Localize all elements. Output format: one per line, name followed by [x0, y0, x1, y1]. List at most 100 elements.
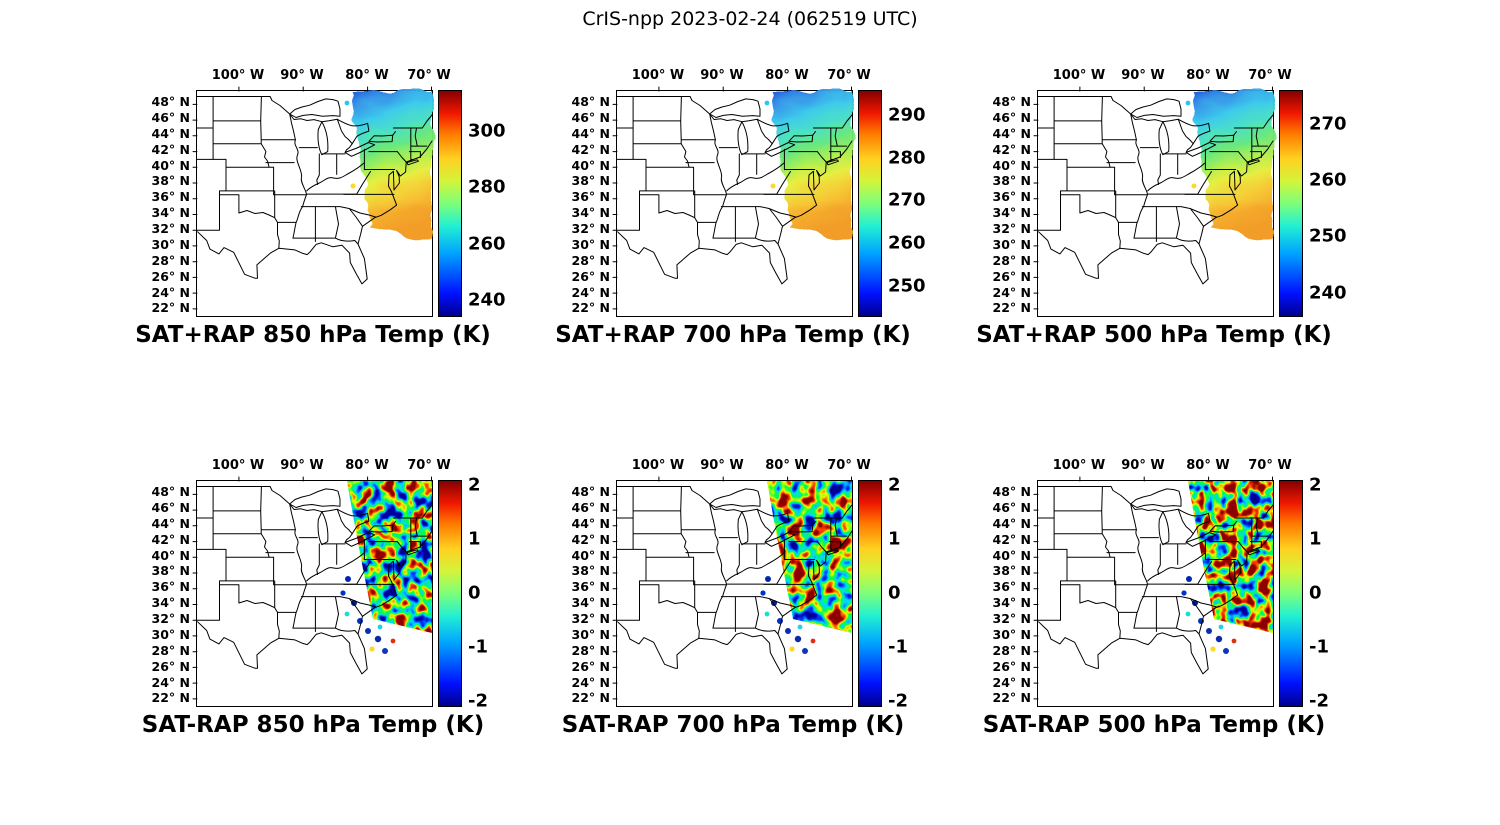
colorbar-tick-label: 260: [468, 233, 506, 255]
lon-axis-labels: 100° W 90° W 80° W 70° W: [616, 68, 871, 86]
figure-title: CrIS-npp 2023-02-24 (062519 UTC): [582, 8, 918, 30]
colorbar-tick-label: 270: [1309, 113, 1347, 135]
lon-tick-label: 90° W: [1121, 68, 1165, 83]
lat-tick-label: 26° N: [151, 658, 190, 674]
us-basemap-with-temperature-swath: [192, 86, 433, 310]
lat-tick-label: 32° N: [992, 611, 1031, 626]
lat-tick-label: 34° N: [151, 205, 190, 221]
lat-tick-label: 26° N: [992, 268, 1031, 284]
lat-tick-label: 22° N: [571, 690, 610, 706]
colorbar-tick-label: 300: [468, 120, 506, 142]
lat-tick-label: 28° N: [571, 252, 610, 268]
lat-tick-label: 24° N: [992, 284, 1031, 300]
lat-tick-label: 46° N: [571, 109, 610, 125]
lat-tick-label: 24° N: [992, 674, 1031, 690]
lat-tick-label: 28° N: [992, 252, 1031, 268]
lon-tick-label: 100° W: [631, 458, 685, 473]
lat-tick-label: 34° N: [992, 595, 1031, 611]
lat-tick-label: 42° N: [151, 531, 190, 547]
panel-sat-minus-rap-700: 100° W 90° W 80° W 70° W 48° N 46° N 44° N 42°…: [550, 456, 940, 756]
lat-tick-label: 48° N: [992, 484, 1031, 499]
lat-tick-label: 38° N: [151, 563, 190, 579]
colorbar: [1279, 90, 1303, 317]
lon-tick-label: 70° W: [1248, 458, 1292, 473]
lat-tick-label: 24° N: [571, 284, 610, 300]
colorbar-tick-label: 260: [888, 232, 926, 254]
lon-tick-label: 100° W: [211, 458, 265, 473]
colorbar: [438, 90, 462, 317]
lon-axis-labels: 100° W 90° W 80° W 70° W: [1037, 458, 1292, 476]
colorbar-tick-labels: 300 280 260 240: [468, 90, 524, 315]
lat-tick-label: 44° N: [992, 125, 1031, 141]
lat-tick-label: 32° N: [992, 221, 1031, 236]
lat-tick-label: 40° N: [571, 547, 610, 563]
colorbar-tick-label: 2: [888, 474, 901, 495]
colorbar-tick-label: 2: [1309, 474, 1322, 495]
colorbar-tick-label: -1: [888, 636, 908, 657]
map-frame: [612, 86, 853, 317]
colorbar-tick-label: 240: [468, 289, 506, 311]
colorbar-tick-label: 0: [1309, 582, 1322, 603]
colorbar-tick-label: 1: [468, 528, 481, 549]
lat-tick-label: 44° N: [151, 515, 190, 531]
panel-title: SAT-RAP 850 hPa Temp (K): [141, 712, 485, 738]
colorbar: [858, 90, 882, 317]
colorbar-tick-label: 270: [888, 189, 926, 211]
lat-tick-label: 38° N: [992, 563, 1031, 579]
panel-title: SAT+RAP 850 hPa Temp (K): [135, 322, 491, 348]
colorbar-tick-label: 0: [468, 582, 481, 603]
lat-tick-label: 36° N: [151, 579, 190, 595]
panel-sat-plus-rap-500: 100° W 90° W 80° W 70° W 48° N 46° N 44° N 42°…: [971, 66, 1361, 366]
lat-tick-label: 38° N: [571, 563, 610, 579]
us-basemap-with-temperature-swath: [1033, 86, 1274, 310]
lat-tick-label: 22° N: [571, 300, 610, 316]
lat-tick-label: 40° N: [992, 547, 1031, 563]
lat-tick-label: 48° N: [571, 484, 610, 499]
panel-title: SAT-RAP 700 hPa Temp (K): [561, 712, 905, 738]
lat-tick-label: 46° N: [151, 499, 190, 515]
lat-tick-label: 42° N: [571, 141, 610, 157]
lat-tick-label: 24° N: [151, 674, 190, 690]
panel-title: SAT+RAP 500 hPa Temp (K): [976, 322, 1332, 348]
lon-tick-label: 80° W: [765, 458, 809, 473]
colorbar-tick-label: 260: [1309, 169, 1347, 191]
lat-axis-labels: 48° N 46° N 44° N 42° N 40° N 38° N 36° N 34° N…: [971, 95, 1031, 315]
panel-sat-minus-rap-500: 100° W 90° W 80° W 70° W 48° N 46° N 44° N 42°…: [971, 456, 1361, 756]
lat-tick-label: 24° N: [151, 284, 190, 300]
lat-tick-label: 46° N: [992, 499, 1031, 515]
lat-tick-label: 28° N: [992, 642, 1031, 658]
lat-tick-label: 42° N: [151, 141, 190, 157]
lat-tick-label: 32° N: [571, 611, 610, 626]
lat-tick-label: 28° N: [151, 642, 190, 658]
lon-tick-label: 100° W: [211, 68, 265, 83]
lat-tick-label: 34° N: [571, 595, 610, 611]
colorbar-tick-label: -2: [1309, 690, 1329, 711]
lat-tick-label: 26° N: [571, 658, 610, 674]
colorbar-tick-labels: 2 1 0 -1 -2: [468, 474, 524, 711]
lat-tick-label: 38° N: [571, 173, 610, 189]
panel-sat-plus-rap-850: 100° W 90° W 80° W 70° W 48° N 46° N 44° N 42°…: [130, 66, 520, 366]
colorbar-tick-label: 280: [888, 147, 926, 168]
lat-tick-label: 30° N: [151, 626, 190, 642]
lon-tick-label: 70° W: [1248, 68, 1292, 83]
colorbar-tick-labels: 270 260 250 240: [1309, 90, 1365, 315]
lat-axis-labels: 48° N 46° N 44° N 42° N 40° N 38° N 36° N 34° N…: [130, 95, 190, 316]
lon-tick-label: 90° W: [700, 68, 744, 83]
lon-tick-label: 80° W: [345, 458, 389, 473]
colorbar-tick-label: -2: [468, 690, 488, 711]
colorbar-tick-labels: 2 1 0 -1 -2: [888, 474, 944, 711]
lat-axis-labels: 48° N 46° N 44° N 42° N 40° N 38° N 36° N 34° N…: [550, 95, 610, 316]
colorbar: [438, 480, 462, 707]
colorbar-tick-label: 2: [468, 474, 481, 495]
lon-tick-label: 80° W: [345, 68, 389, 83]
panel-sat-plus-rap-700: 100° W 90° W 80° W 70° W 48° N 46° N 44° N 42°…: [550, 66, 940, 366]
lon-tick-label: 80° W: [1186, 68, 1230, 83]
lat-tick-label: 48° N: [151, 484, 190, 499]
map-frame: [1033, 476, 1274, 707]
lon-tick-label: 90° W: [280, 458, 324, 473]
lon-axis-labels: 100° W 90° W 80° W 70° W: [196, 458, 451, 476]
lon-tick-label: 90° W: [280, 68, 324, 83]
lat-tick-label: 24° N: [571, 674, 610, 690]
lat-tick-label: 22° N: [151, 300, 190, 316]
lon-tick-label: 100° W: [1052, 458, 1106, 473]
